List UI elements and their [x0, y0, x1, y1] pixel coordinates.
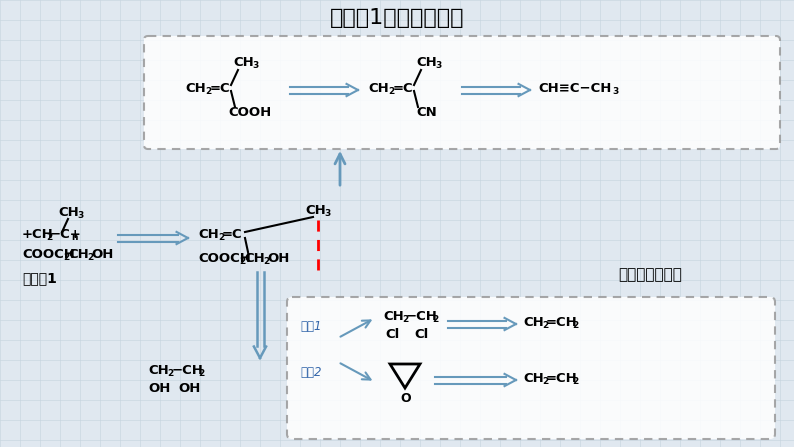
- Text: 2: 2: [63, 253, 69, 262]
- Text: CH: CH: [523, 371, 544, 384]
- Text: −CH: −CH: [406, 309, 437, 322]
- Text: COOCH: COOCH: [22, 249, 75, 261]
- Text: 中间体1的逆合成分析: 中间体1的逆合成分析: [330, 8, 464, 28]
- Text: 2: 2: [198, 368, 204, 378]
- Text: Cl: Cl: [385, 328, 399, 341]
- Text: CH: CH: [416, 56, 437, 69]
- Text: CH: CH: [523, 316, 544, 329]
- Text: 2: 2: [542, 320, 548, 329]
- Text: CH≡C−CH: CH≡C−CH: [538, 81, 611, 94]
- Text: OH: OH: [148, 381, 171, 395]
- Text: CH: CH: [383, 309, 404, 322]
- Text: CH: CH: [233, 56, 254, 69]
- Text: 2: 2: [402, 315, 408, 324]
- Text: CH: CH: [244, 252, 264, 265]
- Text: =CH: =CH: [546, 316, 578, 329]
- Text: 3: 3: [435, 62, 441, 71]
- Text: 2: 2: [167, 368, 173, 378]
- Text: 2: 2: [432, 315, 438, 324]
- Text: OH: OH: [178, 381, 200, 395]
- Text: COOH: COOH: [228, 106, 272, 119]
- Text: CH: CH: [148, 363, 169, 376]
- Text: 2: 2: [218, 233, 224, 243]
- Text: Cl: Cl: [414, 328, 428, 341]
- Text: 2: 2: [388, 87, 395, 96]
- Text: 3: 3: [324, 208, 330, 218]
- Text: 中间体1: 中间体1: [22, 271, 57, 285]
- Text: CH: CH: [368, 81, 389, 94]
- FancyBboxPatch shape: [287, 297, 775, 439]
- Text: =CH: =CH: [546, 371, 578, 384]
- Text: O: O: [400, 392, 410, 405]
- Text: 2: 2: [263, 257, 269, 266]
- Text: −CH: −CH: [172, 363, 204, 376]
- Text: n: n: [71, 233, 78, 243]
- Text: +CH: +CH: [22, 228, 54, 241]
- Text: 合成线路的优化: 合成线路的优化: [618, 267, 682, 283]
- Text: =C: =C: [393, 81, 414, 94]
- Text: 3: 3: [612, 87, 619, 96]
- Text: OH: OH: [267, 252, 289, 265]
- Text: 线路2: 线路2: [300, 366, 322, 379]
- Text: CH: CH: [198, 228, 219, 241]
- Text: 2: 2: [205, 87, 211, 96]
- Text: OH: OH: [91, 249, 114, 261]
- Text: 2: 2: [542, 376, 548, 385]
- Text: 2: 2: [572, 320, 578, 329]
- Text: 2: 2: [239, 257, 245, 266]
- Text: CH: CH: [58, 206, 79, 219]
- Text: COOCH: COOCH: [198, 252, 251, 265]
- Text: CH: CH: [68, 249, 89, 261]
- Text: CH: CH: [305, 203, 326, 216]
- Text: 线路1: 线路1: [300, 320, 322, 333]
- Text: −C+: −C+: [50, 228, 82, 241]
- Text: 2: 2: [87, 253, 93, 262]
- Text: CN: CN: [416, 106, 437, 119]
- Text: 2: 2: [572, 376, 578, 385]
- Text: 3: 3: [252, 62, 258, 71]
- Text: CH: CH: [185, 81, 206, 94]
- Text: =C: =C: [210, 81, 230, 94]
- Text: 3: 3: [77, 211, 83, 219]
- Text: 2: 2: [46, 233, 52, 243]
- Text: =C: =C: [222, 228, 243, 241]
- FancyBboxPatch shape: [144, 36, 780, 149]
